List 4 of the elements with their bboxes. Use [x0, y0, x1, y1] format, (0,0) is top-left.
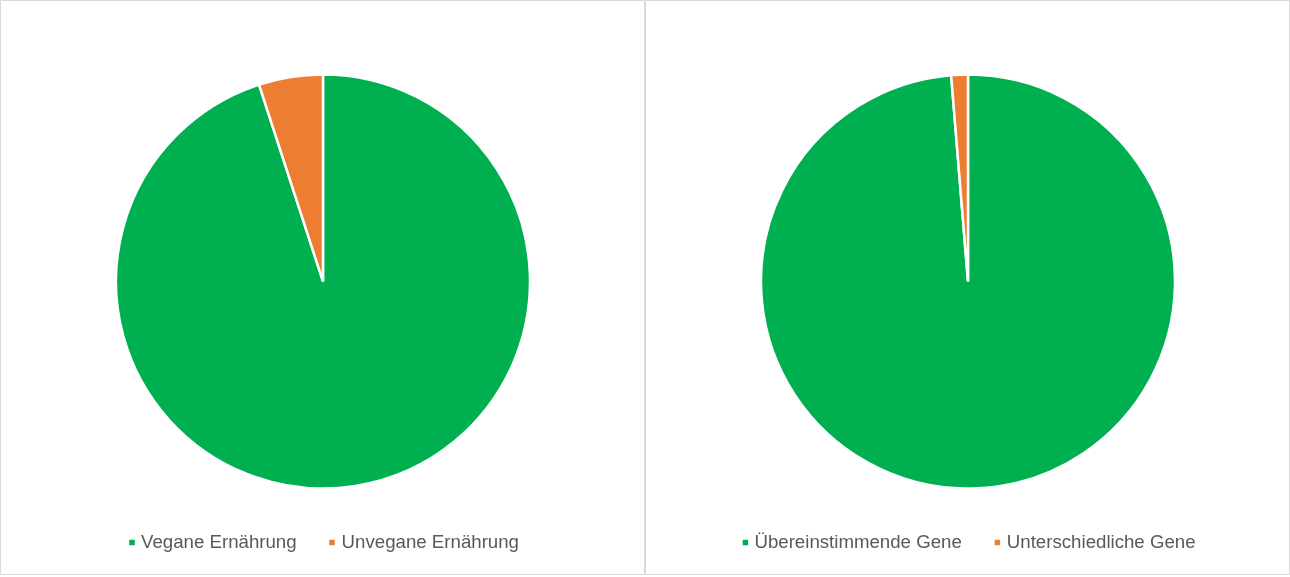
legend-label: Übereinstimmende Gene — [754, 531, 962, 553]
legend-label: Unterschiedliche Gene — [1006, 531, 1196, 553]
legend-label: Vegane Ernährung — [141, 531, 297, 553]
legend-label: Unvegane Ernährung — [341, 531, 519, 553]
